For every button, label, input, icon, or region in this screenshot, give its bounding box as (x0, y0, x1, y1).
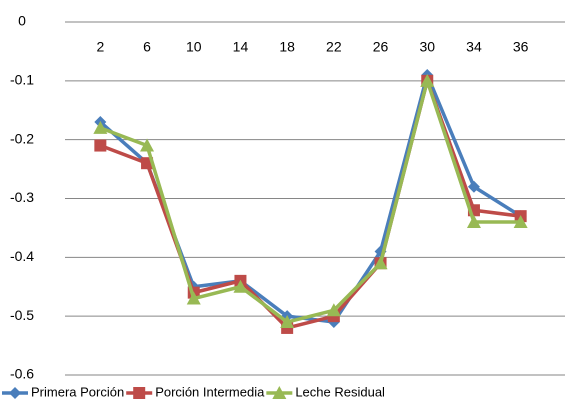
y-tick-label: -0.4 (10, 248, 34, 264)
marker (140, 138, 155, 152)
x-tick-label: 26 (373, 39, 389, 55)
legend-label: Porción Intermedia (155, 384, 265, 399)
y-tick-label: -0.1 (10, 72, 34, 88)
y-tick-label: -0.3 (10, 189, 34, 205)
y-tick-label: 0 (18, 13, 26, 29)
x-tick-label: 10 (186, 39, 202, 55)
marker (133, 387, 146, 399)
marker (233, 279, 248, 293)
x-tick-label: 6 (143, 39, 151, 55)
marker (186, 291, 201, 305)
marker (280, 315, 295, 329)
y-tick-label: -0.6 (10, 366, 34, 382)
x-tick-label: 22 (326, 39, 342, 55)
marker (93, 120, 108, 134)
x-tick-label: 30 (419, 39, 435, 55)
marker (373, 256, 388, 270)
marker (9, 387, 21, 399)
marker (272, 386, 287, 399)
legend-label: Leche Residual (295, 384, 385, 399)
x-tick-label: 34 (466, 39, 482, 55)
y-tick-label: -0.5 (10, 307, 34, 323)
series-line (99, 79, 521, 324)
marker (513, 215, 528, 229)
legend: Primera Porción Porción Intermedia Leche R… (2, 384, 385, 399)
marker (420, 73, 435, 87)
legend-label: Primera Porción (31, 384, 124, 399)
x-tick-label: 36 (513, 39, 529, 55)
marker (467, 180, 480, 193)
x-tick-label: 2 (96, 39, 104, 55)
x-tick-label: 14 (233, 39, 249, 55)
y-tick-label: -0.2 (10, 130, 34, 146)
marker (326, 303, 341, 317)
x-tick-label: 18 (279, 39, 295, 55)
marker (94, 139, 107, 152)
marker (466, 215, 481, 229)
